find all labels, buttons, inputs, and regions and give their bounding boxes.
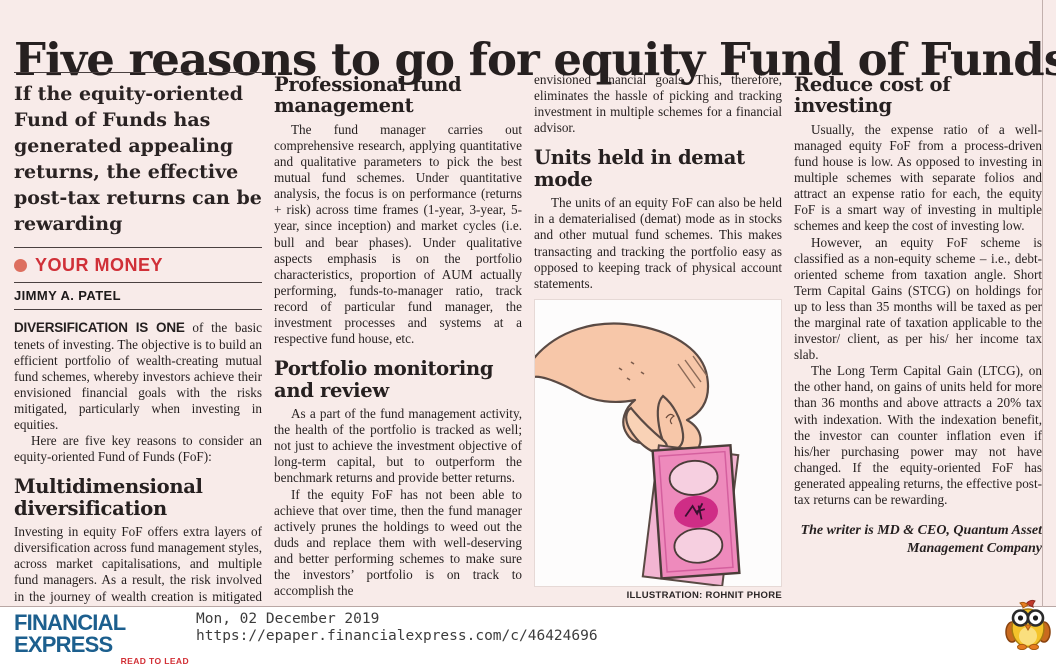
paragraph: As a part of the fund management activit… — [274, 406, 522, 486]
article-columns: If the equity-oriented Fund of Funds has… — [14, 72, 1042, 605]
section-kicker: YOUR MONEY — [14, 247, 262, 282]
writer-credit: The writer is MD & CEO, Quantum Asset Ma… — [800, 523, 1042, 557]
logo-tagline: READ TO LEAD — [120, 656, 189, 666]
subhead-multidimensional-diversification: Multidimensional diversification — [14, 475, 203, 520]
paragraph: Investing in equity FoF offers extra lay… — [14, 524, 262, 605]
epaper-footer: FINANCIAL EXPRESS READ TO LEAD Mon, 02 D… — [0, 599, 1056, 665]
paragraph: Usually, the expense ratio of a well-man… — [794, 121, 1042, 234]
subhead-portfolio-monitoring-and-review: Portfolio monitoring and review — [274, 357, 494, 402]
paragraph: The units of an equity FoF can also be h… — [534, 195, 782, 291]
paragraph: If the equity FoF has not been able to a… — [274, 486, 522, 599]
column-4: Reduce cost of investing Usually, the ex… — [794, 72, 1042, 605]
standfirst: If the equity-oriented Fund of Funds has… — [14, 72, 262, 247]
illustration-hand-holding-banknote — [534, 298, 782, 588]
logo-wordmark: FINANCIAL EXPRESS — [14, 610, 126, 657]
paragraph: DIVERSIFICATION IS ONE of the basic tene… — [14, 320, 262, 433]
kicker-label: YOUR MONEY — [35, 255, 164, 276]
paragraph: Here are five key reasons to consider an… — [14, 433, 262, 465]
newspaper-article: Five reasons to go for equity Fund of Fu… — [0, 0, 1056, 607]
article-headline: Five reasons to go for equity Fund of Fu… — [14, 33, 1056, 87]
paragraph: However, an equity FoF scheme is classif… — [794, 234, 1042, 363]
paragraph: The fund manager carries out comprehensi… — [274, 121, 522, 347]
financial-express-logo: FINANCIAL EXPRESS READ TO LEAD — [14, 612, 189, 666]
lead-in-rest: of the basic tenets of investing. The ob… — [14, 320, 262, 433]
lead-in-bold: DIVERSIFICATION IS ONE — [14, 320, 185, 336]
paragraph: The Long Term Capital Gain (LTCG), on th… — [794, 363, 1042, 508]
subhead-professional-fund-management: Professional fund management — [274, 73, 462, 118]
owl-mascot-icon — [1004, 598, 1052, 655]
clip-url-link[interactable]: https://epaper.financialexpress.com/c/46… — [196, 628, 598, 645]
paragraph: envisioned financial goals. This, theref… — [534, 72, 782, 136]
subhead-reduce-cost-of-investing: Reduce cost of investing — [794, 73, 951, 118]
article-right-rule — [1042, 0, 1043, 607]
column-2: Professional fund management The fund ma… — [274, 72, 522, 605]
bullet-dot-icon — [14, 259, 27, 273]
column-3: envisioned financial goals. This, theref… — [534, 72, 782, 605]
hand-banknote-drawing — [534, 322, 741, 588]
illustration-credit: ILLUSTRATION: ROHNIT PHORE — [626, 589, 782, 601]
subhead-units-held-in-demat-mode: Units held in demat mode — [534, 146, 745, 191]
clip-date: Mon, 02 December 2019 — [196, 611, 380, 627]
column-1: If the equity-oriented Fund of Funds has… — [14, 72, 262, 605]
clip-metadata: Mon, 02 December 2019 https://epaper.fin… — [196, 611, 598, 645]
byline: JIMMY A. PATEL — [14, 282, 262, 311]
